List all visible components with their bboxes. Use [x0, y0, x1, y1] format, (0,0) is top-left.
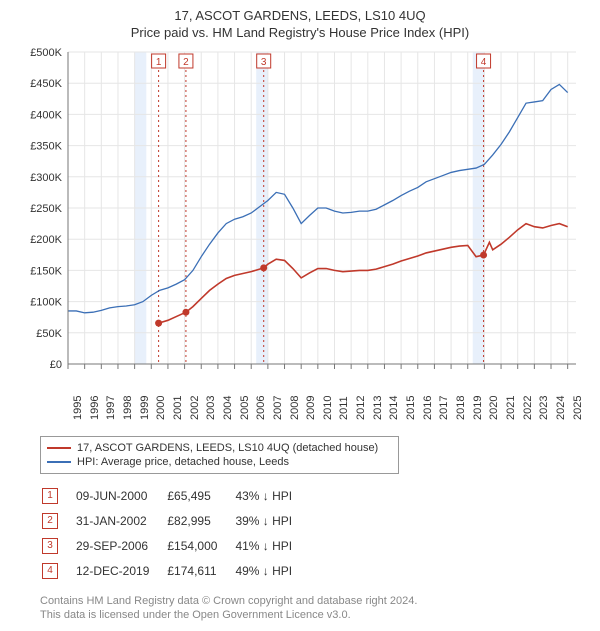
x-tick-label: 2007: [272, 396, 284, 420]
svg-text:£200K: £200K: [30, 234, 62, 246]
svg-text:£500K: £500K: [30, 48, 62, 59]
chart-title-address: 17, ASCOT GARDENS, LEEDS, LS10 4UQ: [8, 8, 592, 23]
sale-pct: 41% ↓ HPI: [235, 534, 308, 557]
x-tick-label: 1996: [89, 396, 101, 420]
legend-item: 17, ASCOT GARDENS, LEEDS, LS10 4UQ (deta…: [47, 441, 392, 455]
x-tick-label: 1998: [122, 396, 134, 420]
svg-text:£100K: £100K: [30, 297, 62, 309]
svg-text:£350K: £350K: [30, 141, 62, 153]
sale-price: £65,495: [167, 484, 233, 507]
legend-item: HPI: Average price, detached house, Leed…: [47, 455, 392, 469]
sale-pct: 39% ↓ HPI: [235, 509, 308, 532]
chart-svg: £0 £50K £100K £150K £200K £250K £300K £350K £400…: [20, 48, 580, 388]
x-axis-labels: 1995 1996 1997 1998 1999 2000 2001 2002 2003 2004…: [20, 388, 580, 428]
x-tick-label: 2022: [522, 396, 534, 420]
sale-date: 12-DEC-2019: [76, 559, 165, 582]
sale-date: 29-SEP-2006: [76, 534, 165, 557]
svg-text:£300K: £300K: [30, 172, 62, 184]
svg-text:£50K: £50K: [36, 328, 62, 340]
sale-marker: 2: [42, 513, 58, 529]
sale-row: 1 09-JUN-2000£65,49543% ↓ HPI: [42, 484, 308, 507]
svg-text:£250K: £250K: [30, 203, 62, 215]
x-tick-label: 2025: [572, 396, 584, 420]
sale-pct: 43% ↓ HPI: [235, 484, 308, 507]
sale-pct: 49% ↓ HPI: [235, 559, 308, 582]
sale-row: 4 12-DEC-2019£174,61149% ↓ HPI: [42, 559, 308, 582]
x-tick-label: 2003: [205, 396, 217, 420]
x-tick-label: 2018: [455, 396, 467, 420]
x-tick-label: 2001: [172, 396, 184, 420]
chart-area: £0 £50K £100K £150K £200K £250K £300K £350K £400…: [20, 48, 580, 388]
x-tick-label: 2013: [372, 396, 384, 420]
x-tick-label: 2019: [472, 396, 484, 420]
x-tick-label: 1997: [105, 396, 117, 420]
legend-label: 17, ASCOT GARDENS, LEEDS, LS10 4UQ (deta…: [77, 442, 378, 454]
svg-text:£150K: £150K: [30, 265, 62, 277]
svg-text:1: 1: [156, 57, 162, 68]
svg-text:2: 2: [183, 57, 189, 68]
x-tick-label: 2016: [422, 396, 434, 420]
x-tick-label: 2012: [355, 396, 367, 420]
footer-line-2: This data is licensed under the Open Gov…: [40, 608, 592, 622]
sale-row: 2 31-JAN-2002£82,99539% ↓ HPI: [42, 509, 308, 532]
legend: 17, ASCOT GARDENS, LEEDS, LS10 4UQ (deta…: [40, 436, 399, 474]
x-tick-label: 2004: [222, 396, 234, 420]
sales-table: 1 09-JUN-2000£65,49543% ↓ HPI 2 31-JAN-2002…: [40, 482, 310, 584]
x-tick-label: 2023: [538, 396, 550, 420]
x-tick-label: 2014: [388, 396, 400, 420]
attribution-footer: Contains HM Land Registry data © Crown c…: [40, 594, 592, 623]
x-tick-label: 2010: [322, 396, 334, 420]
x-tick-label: 2020: [488, 396, 500, 420]
sale-date: 09-JUN-2000: [76, 484, 165, 507]
x-tick-label: 2009: [305, 396, 317, 420]
x-tick-label: 1995: [72, 396, 84, 420]
x-tick-label: 2015: [405, 396, 417, 420]
chart-title-subtitle: Price paid vs. HM Land Registry's House …: [8, 25, 592, 40]
svg-text:3: 3: [261, 57, 267, 68]
legend-label: HPI: Average price, detached house, Leed…: [77, 456, 289, 468]
x-tick-label: 2011: [338, 396, 350, 420]
sale-date: 31-JAN-2002: [76, 509, 165, 532]
x-tick-label: 2002: [189, 396, 201, 420]
legend-swatch: [47, 447, 71, 449]
x-tick-label: 2006: [255, 396, 267, 420]
x-tick-label: 2024: [555, 396, 567, 420]
svg-text:£400K: £400K: [30, 109, 62, 121]
x-tick-label: 2000: [155, 396, 167, 420]
x-tick-label: 2021: [505, 396, 517, 420]
svg-text:£0: £0: [50, 359, 62, 371]
footer-line-1: Contains HM Land Registry data © Crown c…: [40, 594, 592, 608]
sale-price: £154,000: [167, 534, 233, 557]
x-tick-label: 1999: [139, 396, 151, 420]
sale-price: £82,995: [167, 509, 233, 532]
sale-marker: 1: [42, 488, 58, 504]
legend-swatch: [47, 461, 71, 463]
x-tick-label: 2005: [239, 396, 251, 420]
svg-text:4: 4: [481, 57, 487, 68]
sale-row: 3 29-SEP-2006£154,00041% ↓ HPI: [42, 534, 308, 557]
x-tick-label: 2017: [438, 396, 450, 420]
sale-marker: 4: [42, 563, 58, 579]
sale-marker: 3: [42, 538, 58, 554]
sale-price: £174,611: [167, 559, 233, 582]
x-tick-label: 2008: [289, 396, 301, 420]
svg-text:£450K: £450K: [30, 78, 62, 90]
